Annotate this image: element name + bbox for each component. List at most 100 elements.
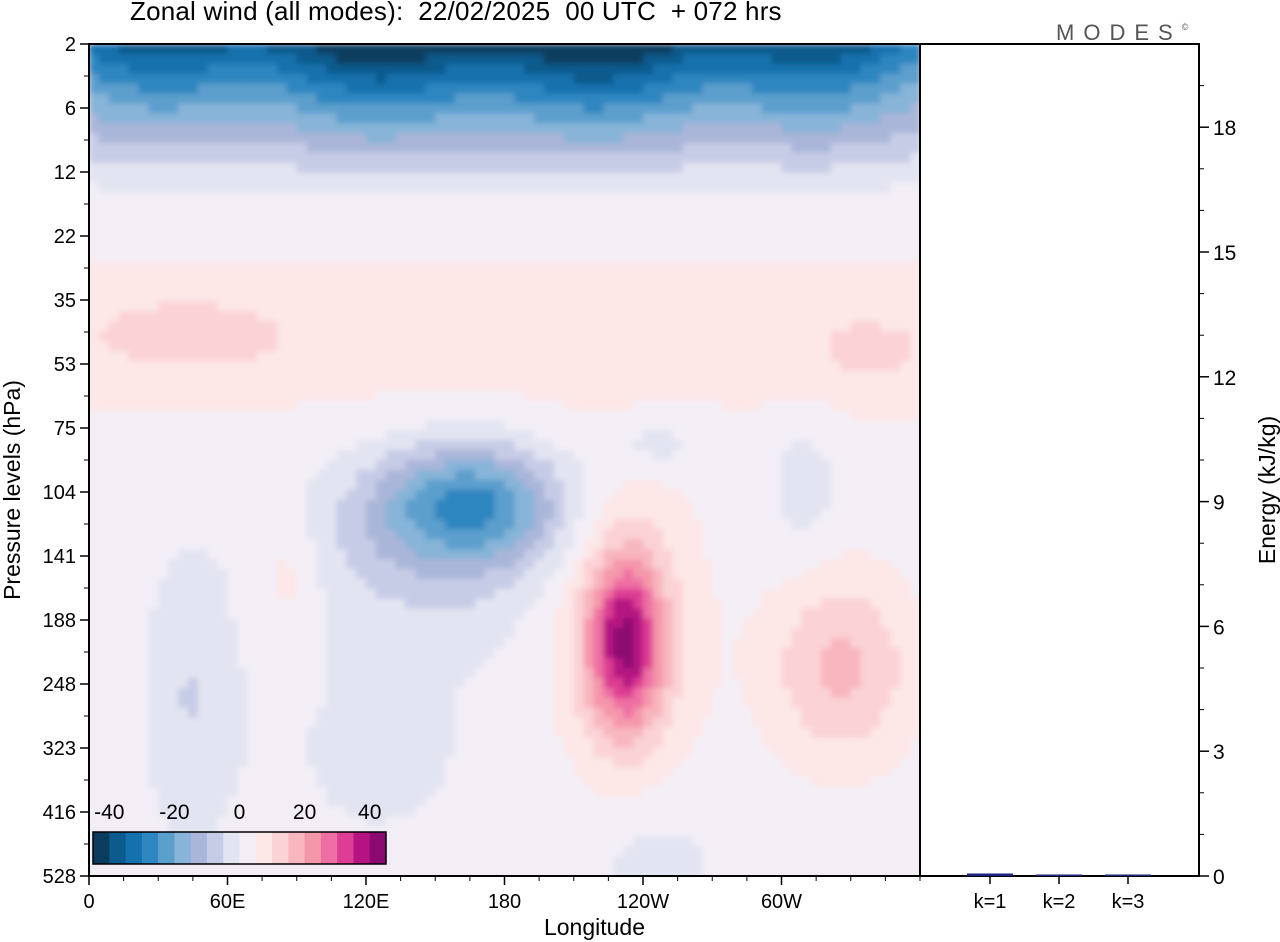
heatmap-cell [662, 360, 674, 372]
heatmap-cell [108, 242, 120, 253]
heatmap-cell [445, 341, 456, 352]
heatmap-cell [850, 311, 862, 323]
heatmap-cell [682, 133, 694, 144]
heatmap-cell [296, 351, 308, 362]
heatmap-cell [286, 73, 298, 85]
heatmap-cell [267, 133, 278, 144]
heatmap-cell [623, 440, 634, 451]
heatmap-cell [435, 133, 446, 144]
heatmap-cell [464, 143, 476, 154]
heatmap-cell [821, 113, 832, 125]
heatmap-cell [435, 172, 446, 184]
heatmap-cell [395, 103, 407, 115]
heatmap-cell [613, 202, 625, 214]
heatmap-cell [187, 242, 199, 253]
heatmap-cell [158, 559, 169, 570]
heatmap-cell [168, 53, 179, 65]
heatmap-cell [168, 93, 179, 105]
heatmap-cell [534, 212, 545, 224]
heatmap-cell [791, 430, 803, 441]
heatmap-cell [237, 430, 249, 441]
heatmap-cell [257, 73, 268, 85]
heatmap-cell [910, 380, 920, 392]
heatmap-cell [652, 400, 664, 412]
heatmap-cell [474, 301, 486, 313]
heatmap-cell [830, 420, 842, 432]
heatmap-cell [692, 103, 704, 115]
heatmap-cell [464, 559, 476, 570]
heatmap-cell [870, 133, 882, 144]
heatmap-cell [356, 509, 367, 521]
heatmap-cell [257, 360, 268, 372]
heatmap-cell [504, 519, 516, 531]
heatmap-cell [415, 568, 427, 580]
heatmap-cell [178, 618, 189, 630]
heatmap-cell [306, 489, 318, 501]
heatmap-cell [148, 529, 160, 541]
heatmap-cell [830, 281, 842, 293]
heatmap-cell [158, 321, 169, 333]
heatmap-cell [326, 559, 338, 570]
heatmap-cell [850, 390, 862, 402]
heatmap-cell [296, 261, 308, 273]
heatmap-cell [534, 192, 545, 204]
heatmap-cell [276, 152, 288, 164]
heatmap-cell [168, 479, 179, 491]
heatmap-cell [682, 172, 694, 184]
heatmap-cell [415, 360, 427, 372]
heatmap-cell [435, 93, 446, 105]
heatmap-cell [395, 133, 407, 144]
heatmap-cell [108, 420, 120, 432]
heatmap-cell [158, 232, 169, 243]
heatmap-cell [741, 469, 753, 481]
heatmap-cell [821, 252, 832, 263]
heatmap-cell [435, 539, 446, 550]
heatmap-cell [346, 123, 357, 134]
heatmap-cell [158, 578, 169, 590]
heatmap-cell [187, 152, 199, 164]
heatmap-cell [662, 370, 674, 382]
heatmap-cell [613, 113, 625, 125]
heatmap-cell [484, 212, 496, 224]
heatmap-cell [712, 143, 723, 154]
heatmap-cell [732, 321, 743, 333]
heatmap-cell [692, 242, 704, 253]
heatmap-cell [168, 559, 179, 570]
heatmap-cell [356, 93, 367, 105]
heatmap-cell [296, 549, 308, 560]
heatmap-cell [702, 212, 714, 224]
heatmap-cell [445, 430, 456, 441]
heatmap-cell [405, 370, 417, 382]
heatmap-cell [761, 479, 773, 491]
heatmap-cell [821, 430, 832, 441]
heatmap-cell [346, 202, 357, 214]
heatmap-cell [197, 162, 209, 174]
heatmap-cell [237, 578, 249, 590]
heatmap-cell [227, 182, 239, 194]
heatmap-cell [692, 83, 704, 95]
heatmap-cell [247, 301, 258, 313]
heatmap-cell [840, 311, 852, 323]
heatmap-cell [158, 479, 169, 491]
heatmap-cell [128, 252, 140, 263]
heatmap-cell [217, 133, 229, 144]
heatmap-cell [247, 133, 258, 144]
heatmap-cell [652, 549, 664, 560]
heatmap-cell [652, 281, 664, 293]
heatmap-cell [108, 489, 120, 501]
heatmap-cell [455, 182, 466, 194]
heatmap-cell [375, 252, 387, 263]
heatmap-cell [692, 341, 704, 352]
heatmap-cell [178, 63, 189, 75]
heatmap-cell [900, 83, 911, 95]
heatmap-cell [830, 73, 842, 85]
heatmap-cell [385, 143, 397, 154]
heatmap-cell [128, 44, 140, 55]
heatmap-cell [573, 103, 585, 115]
heatmap-cell [148, 370, 160, 382]
heatmap-cell [138, 63, 150, 75]
heatmap-cell [494, 212, 506, 224]
heatmap-cell [563, 202, 575, 214]
heatmap-cell [504, 410, 516, 422]
heatmap-cell [168, 628, 179, 640]
